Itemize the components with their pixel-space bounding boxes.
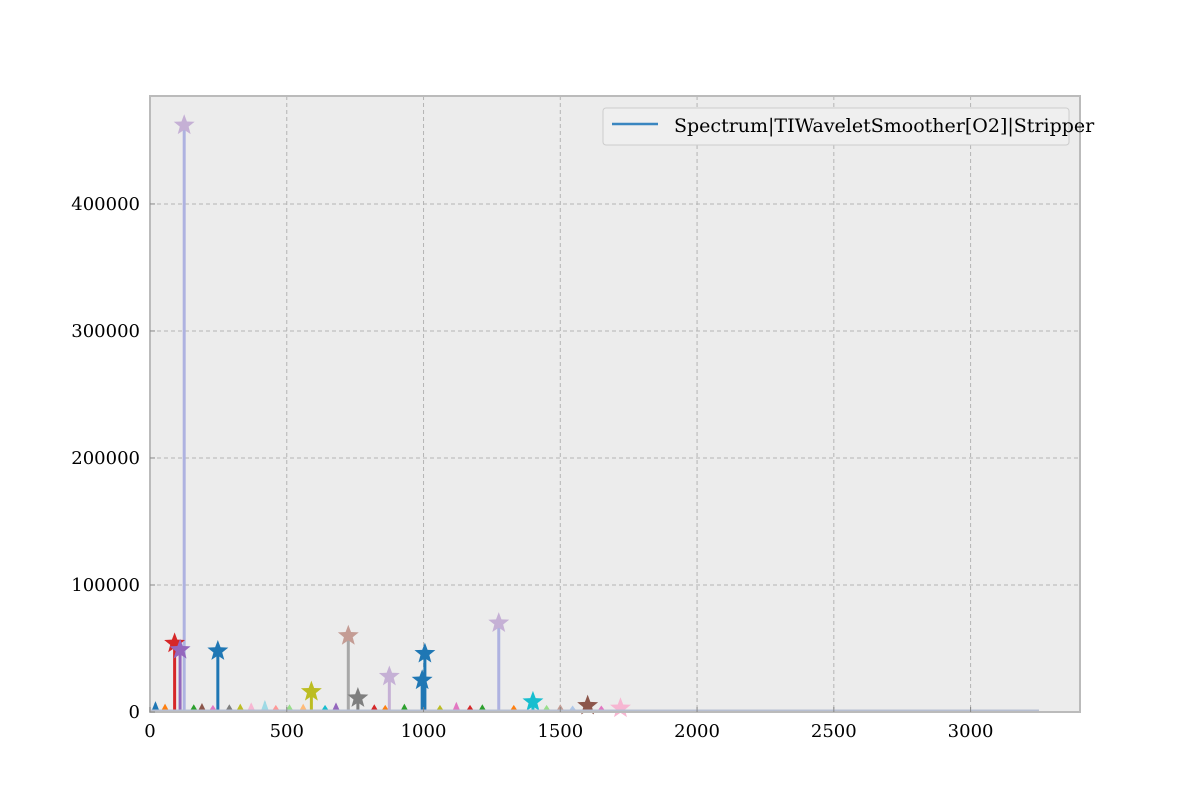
peak-small-marker (435, 704, 444, 711)
x-tick-label: 2500 (811, 721, 857, 742)
peak-star-marker (173, 114, 195, 135)
peak-small-marker (236, 703, 245, 711)
peak-small-marker (161, 703, 170, 711)
peak-small-marker (332, 702, 340, 711)
peak-small-marker (247, 702, 256, 711)
peak-star-marker (378, 665, 400, 686)
y-tick-label: 100000 (71, 575, 140, 596)
peak-small-marker (271, 704, 280, 711)
x-tick-label: 1500 (537, 721, 583, 742)
peak-small-marker (225, 704, 234, 711)
peak-small-marker (189, 704, 198, 711)
peak-markers (151, 114, 631, 718)
peak-small-marker (321, 704, 330, 711)
x-tick-label: 500 (270, 721, 304, 742)
peak-small-marker (509, 704, 518, 711)
peak-star-marker (522, 690, 544, 711)
peak-small-marker (452, 701, 461, 711)
peak-small-marker (208, 704, 217, 711)
y-tick-label: 200000 (71, 448, 140, 469)
peak-small-marker (478, 704, 487, 711)
peak-star-marker (414, 642, 436, 663)
x-tick-label: 3000 (948, 721, 994, 742)
legend-box (602, 107, 1070, 146)
peak-star-marker (207, 640, 229, 660)
peak-small-marker (466, 704, 475, 711)
peak-star-marker (300, 680, 322, 701)
axis-ticks: 0 500 1000 1500 2000 2500 3000 0 100000 200000 300… (71, 194, 993, 742)
peak-small-marker (400, 703, 409, 711)
x-tick-label: 0 (144, 721, 155, 742)
y-tick-label: 0 (129, 702, 140, 723)
legend: Spectrum|TIWaveletSmoother[O2]|Stripper (602, 107, 1095, 146)
plot-area (150, 96, 1080, 712)
peak-star-marker (610, 697, 631, 718)
grid-lines (150, 96, 1080, 712)
plot-frame (149, 95, 1081, 713)
peak-small-marker (370, 704, 379, 711)
peak-small-marker (260, 699, 269, 711)
x-tick-label: 1000 (401, 721, 447, 742)
y-tick-label: 400000 (71, 194, 140, 215)
peak-star-marker (169, 638, 191, 659)
y-tick-label: 300000 (71, 321, 140, 342)
peak-small-marker (542, 704, 551, 711)
peak-star-marker (337, 624, 359, 645)
peak-small-marker (151, 701, 160, 711)
x-tick-label: 2000 (674, 721, 720, 742)
peak-star-marker (347, 687, 369, 707)
peak-small-marker (197, 703, 206, 711)
peak-small-marker (299, 703, 308, 711)
peak-star-marker (577, 694, 599, 715)
peak-star-marker (411, 669, 433, 690)
legend-label: Spectrum|TIWaveletSmoother[O2]|Stripper (674, 115, 1095, 137)
peak-small-marker (381, 704, 390, 711)
peak-star-marker (164, 632, 186, 653)
peak-small-marker (285, 704, 294, 711)
peak-star-marker (488, 612, 510, 632)
